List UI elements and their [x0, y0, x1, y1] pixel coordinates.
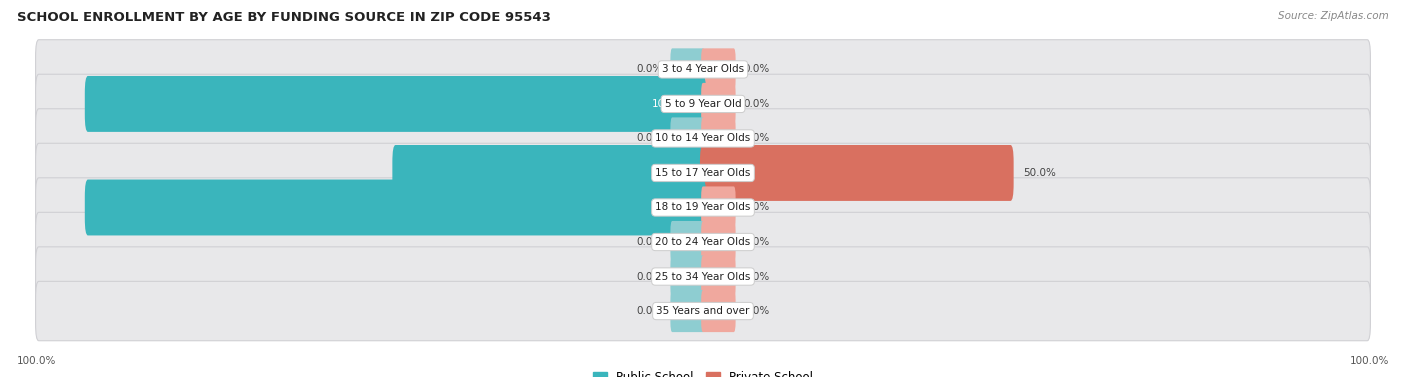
- Text: 0.0%: 0.0%: [637, 306, 664, 316]
- Text: 50.0%: 50.0%: [658, 168, 690, 178]
- FancyBboxPatch shape: [671, 290, 704, 332]
- FancyBboxPatch shape: [671, 117, 704, 159]
- Text: 0.0%: 0.0%: [742, 306, 769, 316]
- FancyBboxPatch shape: [392, 145, 706, 201]
- Text: 18 to 19 Year Olds: 18 to 19 Year Olds: [655, 202, 751, 213]
- Text: 100.0%: 100.0%: [651, 202, 690, 213]
- Text: 5 to 9 Year Old: 5 to 9 Year Old: [665, 99, 741, 109]
- Text: 20 to 24 Year Olds: 20 to 24 Year Olds: [655, 237, 751, 247]
- FancyBboxPatch shape: [35, 178, 1371, 237]
- Text: 0.0%: 0.0%: [742, 99, 769, 109]
- FancyBboxPatch shape: [35, 143, 1371, 203]
- Text: 0.0%: 0.0%: [742, 133, 769, 143]
- Text: 0.0%: 0.0%: [742, 237, 769, 247]
- FancyBboxPatch shape: [671, 48, 704, 90]
- Text: 100.0%: 100.0%: [651, 99, 690, 109]
- Text: 0.0%: 0.0%: [742, 271, 769, 282]
- Text: 100.0%: 100.0%: [1350, 356, 1389, 366]
- Text: 0.0%: 0.0%: [637, 64, 664, 74]
- Text: SCHOOL ENROLLMENT BY AGE BY FUNDING SOURCE IN ZIP CODE 95543: SCHOOL ENROLLMENT BY AGE BY FUNDING SOUR…: [17, 11, 551, 24]
- Text: 0.0%: 0.0%: [637, 133, 664, 143]
- Legend: Public School, Private School: Public School, Private School: [588, 366, 818, 377]
- Text: 100.0%: 100.0%: [17, 356, 56, 366]
- Text: 3 to 4 Year Olds: 3 to 4 Year Olds: [662, 64, 744, 74]
- Text: 0.0%: 0.0%: [742, 64, 769, 74]
- Text: Source: ZipAtlas.com: Source: ZipAtlas.com: [1278, 11, 1389, 21]
- FancyBboxPatch shape: [35, 212, 1371, 272]
- FancyBboxPatch shape: [702, 48, 735, 90]
- FancyBboxPatch shape: [671, 221, 704, 263]
- FancyBboxPatch shape: [84, 76, 706, 132]
- Text: 15 to 17 Year Olds: 15 to 17 Year Olds: [655, 168, 751, 178]
- FancyBboxPatch shape: [35, 109, 1371, 168]
- FancyBboxPatch shape: [35, 40, 1371, 99]
- FancyBboxPatch shape: [84, 179, 706, 236]
- FancyBboxPatch shape: [671, 256, 704, 297]
- Text: 10 to 14 Year Olds: 10 to 14 Year Olds: [655, 133, 751, 143]
- FancyBboxPatch shape: [35, 74, 1371, 133]
- FancyBboxPatch shape: [700, 145, 1014, 201]
- FancyBboxPatch shape: [702, 256, 735, 297]
- FancyBboxPatch shape: [702, 117, 735, 159]
- Text: 0.0%: 0.0%: [637, 271, 664, 282]
- FancyBboxPatch shape: [35, 281, 1371, 341]
- Text: 0.0%: 0.0%: [742, 202, 769, 213]
- Text: 50.0%: 50.0%: [1024, 168, 1056, 178]
- FancyBboxPatch shape: [702, 221, 735, 263]
- Text: 35 Years and over: 35 Years and over: [657, 306, 749, 316]
- FancyBboxPatch shape: [702, 290, 735, 332]
- FancyBboxPatch shape: [702, 83, 735, 125]
- Text: 25 to 34 Year Olds: 25 to 34 Year Olds: [655, 271, 751, 282]
- FancyBboxPatch shape: [35, 247, 1371, 306]
- FancyBboxPatch shape: [702, 187, 735, 228]
- Text: 0.0%: 0.0%: [637, 237, 664, 247]
